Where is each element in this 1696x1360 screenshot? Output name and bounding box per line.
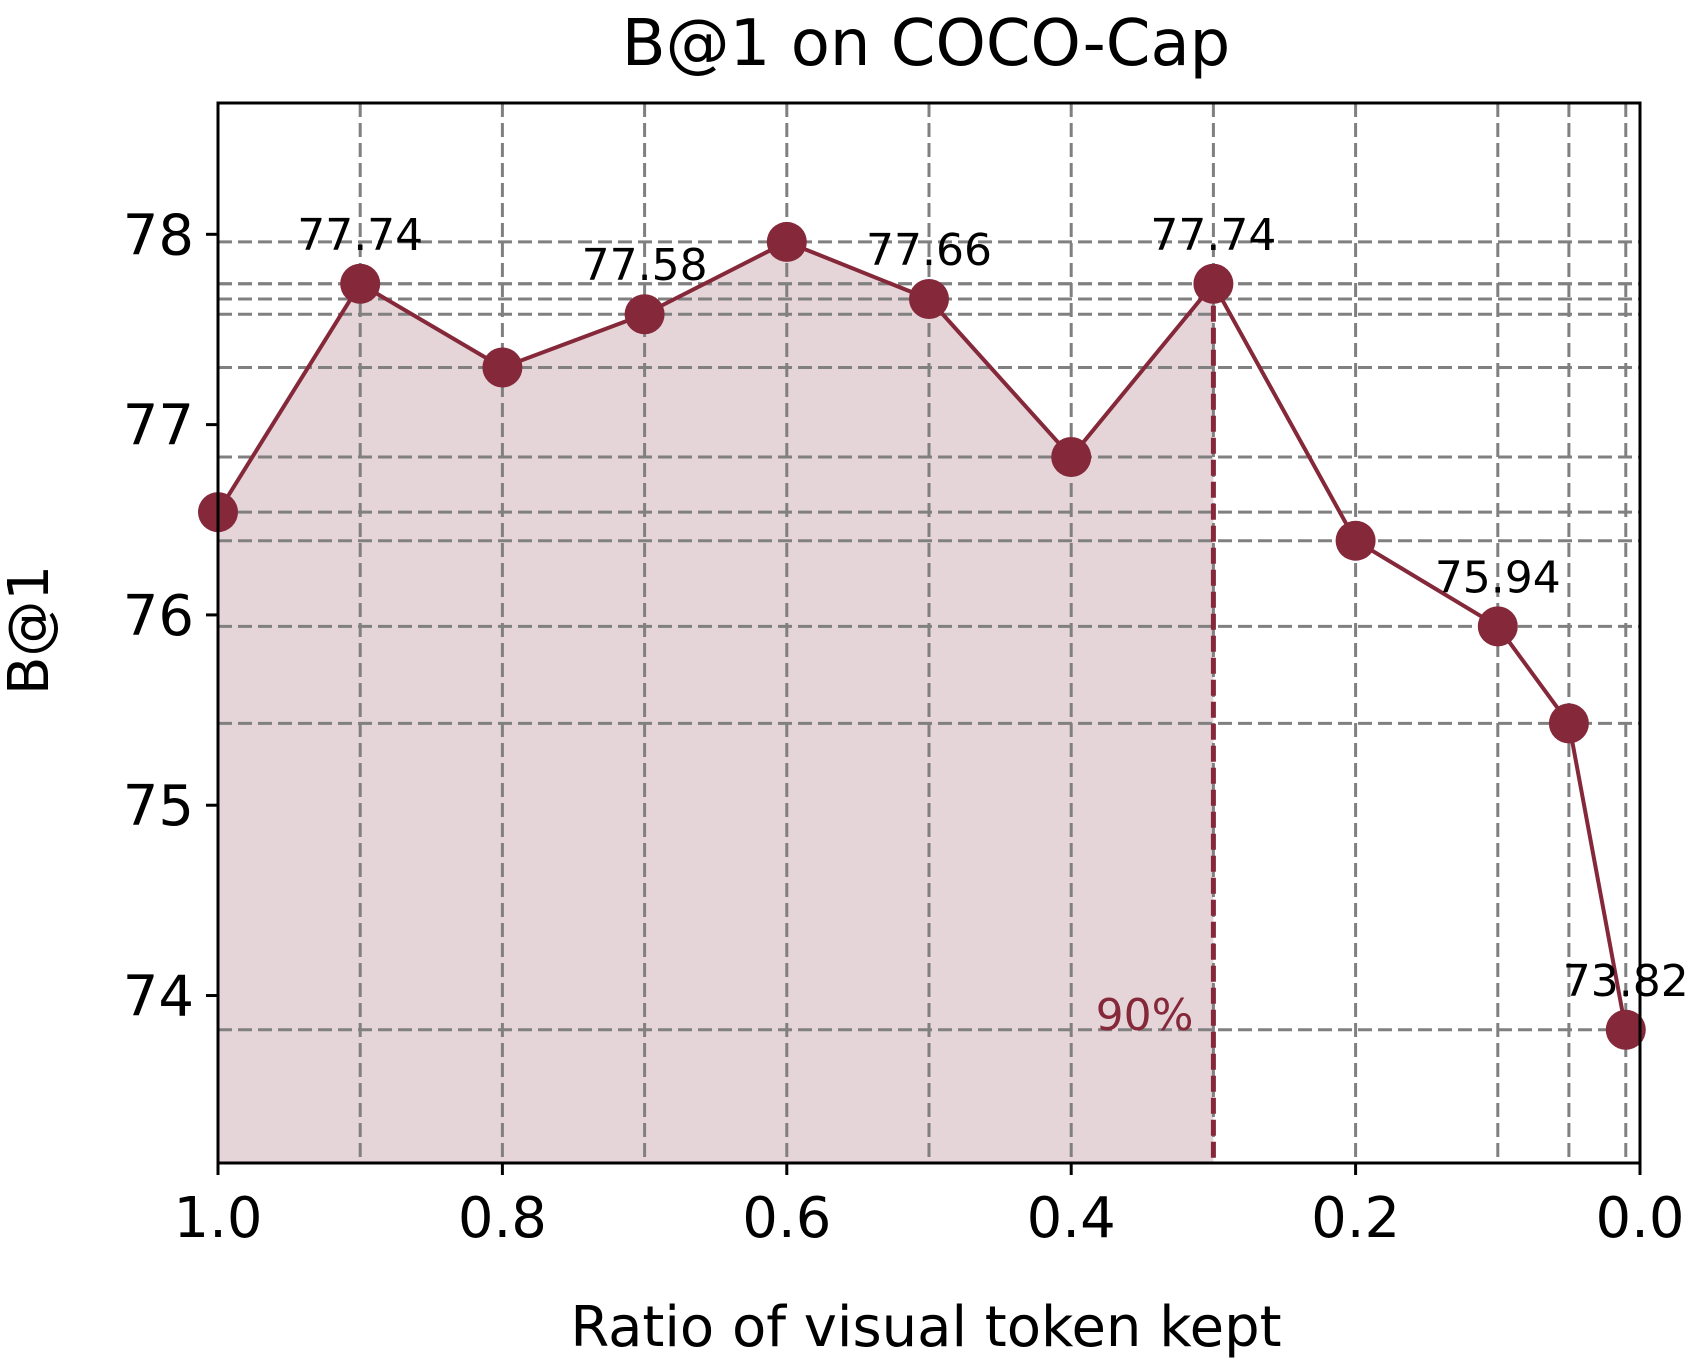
y-tick-label: 78 <box>123 203 194 268</box>
data-label: 77.74 <box>297 210 423 261</box>
x-axis-label: Ratio of visual token kept <box>570 1295 1281 1360</box>
data-point <box>1477 606 1518 647</box>
x-tick-label: 0.8 <box>458 1186 547 1251</box>
data-point <box>624 294 665 335</box>
x-tick-label: 0.6 <box>742 1186 831 1251</box>
data-points <box>198 221 1646 1050</box>
data-point <box>1605 1009 1646 1050</box>
data-point <box>482 347 523 388</box>
x-tick-label: 0.0 <box>1595 1186 1684 1251</box>
filled-area <box>218 241 1214 1164</box>
data-label: 75.94 <box>1435 552 1561 603</box>
x-tick-label: 0.4 <box>1027 1186 1116 1251</box>
x-tick-label: 1.0 <box>173 1186 262 1251</box>
y-tick-label: 77 <box>123 394 194 459</box>
data-point <box>909 279 949 320</box>
data-label: 77.66 <box>866 225 992 276</box>
y-axis-label: B@1 <box>0 565 62 695</box>
x-tick-label: 0.2 <box>1311 1186 1400 1251</box>
plot-frame <box>216 101 1642 1165</box>
chart-title: B@1 on COCO-Cap <box>622 7 1231 81</box>
data-point <box>766 221 807 262</box>
data-label: 77.74 <box>1150 210 1276 261</box>
y-tick-label: 75 <box>123 774 194 839</box>
data-label: 73.82 <box>1563 956 1689 1007</box>
series-line <box>216 239 1628 1031</box>
data-point <box>1548 703 1589 744</box>
data-point <box>1051 436 1092 477</box>
data-point <box>340 263 381 304</box>
threshold-label: 90% <box>1096 990 1194 1041</box>
data-point <box>1193 263 1234 304</box>
y-tick-label: 76 <box>123 584 194 649</box>
y-tick-label: 74 <box>123 965 194 1030</box>
data-point <box>1335 520 1376 561</box>
data-label: 77.58 <box>582 240 708 291</box>
